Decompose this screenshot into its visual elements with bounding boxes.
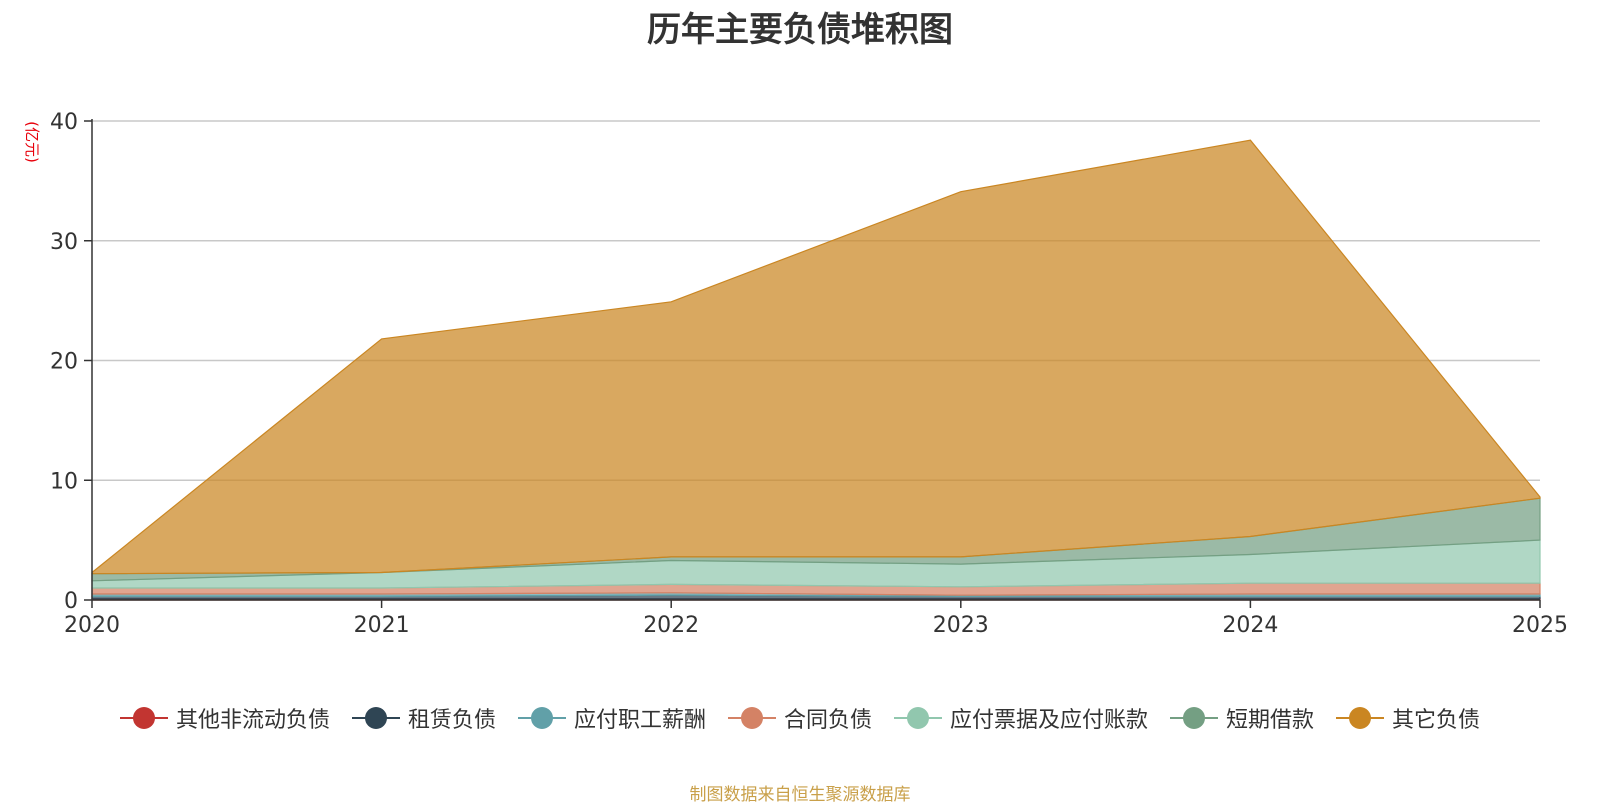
legend-label: 合同负债	[783, 708, 872, 733]
legend-marker-icon	[1170, 706, 1219, 730]
chart-title: 历年主要负债堆积图	[647, 10, 953, 50]
legend-marker-icon	[727, 706, 776, 730]
x-tick-label: 2021	[354, 613, 410, 638]
legend-item-4[interactable]: 应付票据及应付账款	[894, 702, 1148, 734]
area-series-6	[91, 139, 1541, 575]
legend-item-2[interactable]: 应付职工薪酬	[517, 702, 706, 734]
legend-label: 其他非流动负债	[175, 708, 330, 733]
legend: 其他非流动负债 租赁负债 应付职工薪酬 合同负债 应付票据及应付账款 短期借款 其它负债	[0, 700, 1600, 736]
legend-marker-icon	[119, 706, 168, 730]
x-tick-label: 2023	[933, 613, 989, 638]
x-tick-label: 2025	[1512, 613, 1568, 638]
legend-item-1[interactable]: 租赁负债	[351, 702, 496, 734]
legend-label: 应付职工薪酬	[573, 708, 706, 733]
legend-item-5[interactable]: 短期借款	[1170, 702, 1314, 734]
axes: 0 10 20 30 40 2020 2021 2022 2023 2024 2025	[50, 110, 1568, 638]
y-tick-label: 30	[50, 230, 78, 255]
y-tick-label: 0	[64, 589, 78, 614]
legend-item-3[interactable]: 合同负债	[727, 702, 872, 734]
legend-item-0[interactable]: 其他非流动负债	[119, 702, 330, 734]
legend-label: 应付票据及应付账款	[950, 708, 1149, 733]
legend-marker-icon	[351, 706, 400, 730]
x-tick-label: 2022	[643, 613, 699, 638]
x-tick-label: 2020	[64, 613, 120, 638]
y-tick-label: 40	[50, 110, 78, 135]
x-tick-label: 2024	[1222, 613, 1278, 638]
legend-label: 其它负债	[1392, 708, 1481, 733]
legend-marker-icon	[894, 706, 942, 730]
legend-label: 短期借款	[1226, 708, 1315, 733]
y-axis-unit-label: (亿元)	[23, 121, 41, 163]
legend-marker-icon	[517, 706, 566, 730]
legend-item-6[interactable]: 其它负债	[1336, 702, 1480, 734]
y-tick-label: 20	[50, 350, 78, 375]
area-series-layer	[91, 139, 1541, 601]
source-note: 制图数据来自恒生聚源数据库	[689, 785, 911, 805]
y-tick-label: 10	[50, 469, 78, 494]
legend-marker-icon	[1336, 706, 1385, 730]
legend-label: 租赁负债	[407, 708, 496, 733]
